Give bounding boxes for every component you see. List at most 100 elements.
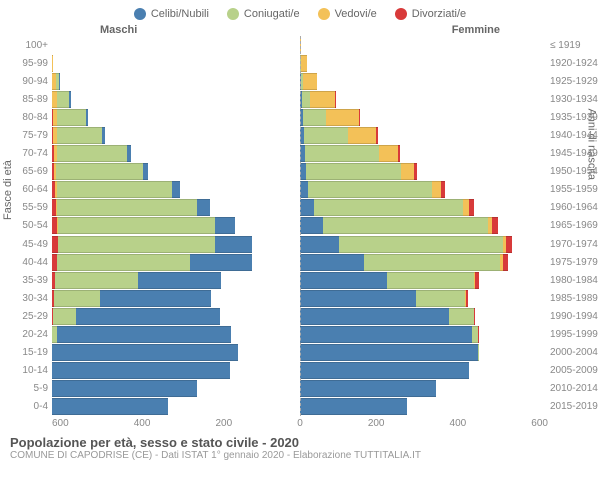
age-label: 55-59 bbox=[10, 202, 48, 213]
age-label: 0-4 bbox=[10, 401, 48, 412]
bar-segment bbox=[197, 199, 209, 216]
bar-segment bbox=[76, 308, 221, 325]
legend-dot bbox=[318, 8, 330, 20]
chart-source: COMUNE DI CAPODRISE (CE) - Dati ISTAT 1°… bbox=[10, 450, 590, 461]
bar-segment bbox=[432, 181, 440, 198]
bar-female bbox=[300, 182, 548, 197]
bar-male bbox=[52, 110, 300, 125]
birth-label: 1980-1984 bbox=[550, 275, 600, 286]
birth-label: 1975-1979 bbox=[550, 257, 600, 268]
bar-segment bbox=[379, 145, 398, 162]
bar-segment bbox=[303, 109, 326, 126]
birth-label: 1960-1964 bbox=[550, 202, 600, 213]
bar-segment bbox=[138, 272, 221, 289]
bar-segment bbox=[466, 290, 468, 307]
birth-label: 1930-1934 bbox=[550, 94, 600, 105]
bar-segment bbox=[52, 380, 197, 397]
bar-female bbox=[300, 291, 548, 306]
bar-segment bbox=[306, 163, 401, 180]
bar-segment bbox=[300, 290, 416, 307]
bar-female bbox=[300, 74, 548, 89]
bar-segment bbox=[127, 145, 131, 162]
bar-segment bbox=[441, 181, 445, 198]
bar-segment bbox=[503, 254, 509, 271]
bar-segment bbox=[300, 380, 436, 397]
gender-headers: Maschi Femmine bbox=[0, 20, 600, 36]
bar-female bbox=[300, 128, 548, 143]
birth-label: 1925-1929 bbox=[550, 76, 600, 87]
bar-segment bbox=[304, 127, 347, 144]
age-label: 45-49 bbox=[10, 239, 48, 250]
birth-label: 2005-2009 bbox=[550, 365, 600, 376]
bar-male bbox=[52, 92, 300, 107]
bar-segment bbox=[475, 272, 479, 289]
birth-label: 2000-2004 bbox=[550, 347, 600, 358]
bar-segment bbox=[300, 398, 407, 415]
bar-segment bbox=[58, 217, 215, 234]
birth-label: 1940-1944 bbox=[550, 130, 600, 141]
bar-segment bbox=[303, 73, 317, 90]
bar-female bbox=[300, 110, 548, 125]
x-tick: 200 bbox=[215, 418, 232, 429]
legend-dot bbox=[134, 8, 146, 20]
x-axis: 6004002000200400600 bbox=[52, 418, 548, 429]
bar-segment bbox=[416, 290, 466, 307]
bar-segment bbox=[102, 127, 105, 144]
bar-segment bbox=[215, 236, 252, 253]
bar-male bbox=[52, 200, 300, 215]
bar-male bbox=[52, 164, 300, 179]
x-tick: 400 bbox=[450, 418, 467, 429]
age-label: 60-64 bbox=[10, 184, 48, 195]
bar-male bbox=[52, 327, 300, 342]
bar-segment bbox=[300, 272, 387, 289]
age-label: 75-79 bbox=[10, 130, 48, 141]
bar-segment bbox=[335, 91, 336, 108]
bar-segment bbox=[57, 199, 198, 216]
bar-segment bbox=[300, 181, 308, 198]
bar-segment bbox=[53, 308, 76, 325]
bar-male bbox=[52, 56, 300, 71]
age-label: 95-99 bbox=[10, 58, 48, 69]
header-male: Maschi bbox=[100, 24, 137, 36]
legend: Celibi/NubiliConiugati/eVedovi/eDivorzia… bbox=[0, 0, 600, 20]
bar-male bbox=[52, 381, 300, 396]
bar-male bbox=[52, 146, 300, 161]
bar-segment bbox=[376, 127, 378, 144]
bar-segment bbox=[401, 163, 413, 180]
bar-female bbox=[300, 309, 548, 324]
bar-female bbox=[300, 237, 548, 252]
bar-segment bbox=[57, 254, 189, 271]
birth-label: 1965-1969 bbox=[550, 220, 600, 231]
bar-segment bbox=[359, 109, 360, 126]
bar-male bbox=[52, 309, 300, 324]
header-female: Femmine bbox=[452, 24, 500, 36]
bar-segment bbox=[310, 91, 335, 108]
bar-female bbox=[300, 399, 548, 414]
bar-segment bbox=[57, 326, 231, 343]
bar-segment bbox=[300, 308, 449, 325]
bar-female bbox=[300, 38, 548, 53]
age-label: 70-74 bbox=[10, 148, 48, 159]
age-label: 100+ bbox=[10, 40, 48, 51]
legend-item: Coniugati/e bbox=[227, 8, 300, 20]
bar-segment bbox=[506, 236, 513, 253]
bar-segment bbox=[69, 91, 70, 108]
age-label: 25-29 bbox=[10, 311, 48, 322]
bar-male bbox=[52, 218, 300, 233]
bar-segment bbox=[398, 145, 400, 162]
bar-segment bbox=[314, 199, 463, 216]
bar-female bbox=[300, 363, 548, 378]
bar-segment bbox=[215, 217, 236, 234]
bar-segment bbox=[300, 344, 478, 361]
bar-segment bbox=[348, 127, 377, 144]
bar-female bbox=[300, 255, 548, 270]
x-tick: 200 bbox=[368, 418, 385, 429]
bar-male bbox=[52, 399, 300, 414]
bar-segment bbox=[52, 55, 53, 72]
bar-segment bbox=[305, 145, 379, 162]
bar-segment bbox=[308, 181, 432, 198]
bar-segment bbox=[469, 199, 474, 216]
bar-segment bbox=[56, 163, 143, 180]
bar-segment bbox=[414, 163, 417, 180]
bar-male bbox=[52, 363, 300, 378]
